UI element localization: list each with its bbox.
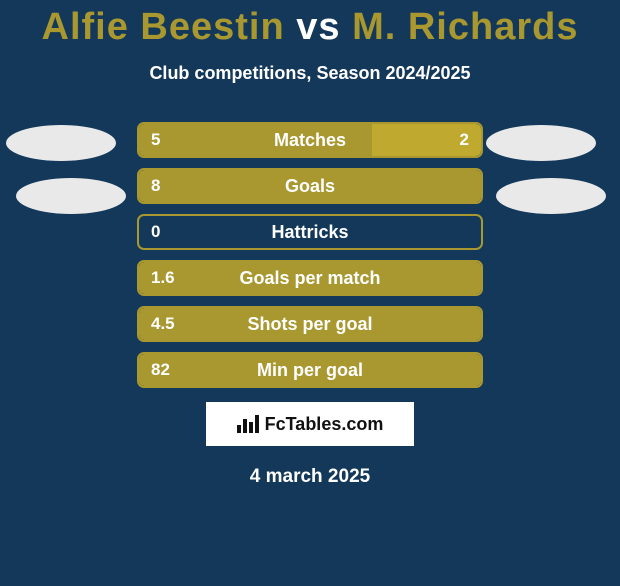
stat-value-left: 0	[151, 222, 160, 242]
comparison-title: Alfie Beestin vs M. Richards	[0, 6, 620, 49]
player1-name: Alfie Beestin	[42, 6, 285, 48]
stat-label: Goals per match	[239, 268, 380, 289]
brand-badge: FcTables.com	[206, 402, 414, 446]
stat-row: 0 Hattricks	[137, 214, 483, 250]
season-subtitle: Club competitions, Season 2024/2025	[0, 63, 620, 84]
stat-value-left: 4.5	[151, 314, 175, 334]
player-avatar	[16, 178, 126, 214]
stats-container: 5 2 Matches 8 Goals 0 Hattricks 1.6 Goals per ma…	[0, 122, 620, 388]
stat-label: Hattricks	[271, 222, 348, 243]
stat-row: 82 Min per goal	[137, 352, 483, 388]
stat-value-right: 2	[460, 130, 469, 150]
player2-name: M. Richards	[352, 6, 578, 48]
vs-separator: vs	[296, 6, 340, 48]
brand-text: FcTables.com	[265, 414, 384, 435]
stat-label: Goals	[285, 176, 335, 197]
player-avatar	[496, 178, 606, 214]
stat-value-left: 8	[151, 176, 160, 196]
stat-row: 4.5 Shots per goal	[137, 306, 483, 342]
stat-value-left: 82	[151, 360, 170, 380]
bar-chart-icon	[237, 415, 259, 433]
stat-row: 1.6 Goals per match	[137, 260, 483, 296]
snapshot-date: 4 march 2025	[0, 466, 620, 488]
stat-value-left: 1.6	[151, 268, 175, 288]
stat-label: Min per goal	[257, 360, 363, 381]
player-avatar	[6, 125, 116, 161]
stat-label: Matches	[274, 130, 346, 151]
stat-row: 8 Goals	[137, 168, 483, 204]
stat-row: 5 2 Matches	[137, 122, 483, 158]
player-avatar	[486, 125, 596, 161]
stat-value-left: 5	[151, 130, 160, 150]
stat-label: Shots per goal	[247, 314, 372, 335]
